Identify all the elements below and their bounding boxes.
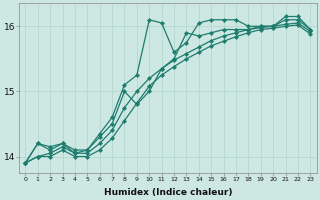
X-axis label: Humidex (Indice chaleur): Humidex (Indice chaleur) (104, 188, 232, 197)
